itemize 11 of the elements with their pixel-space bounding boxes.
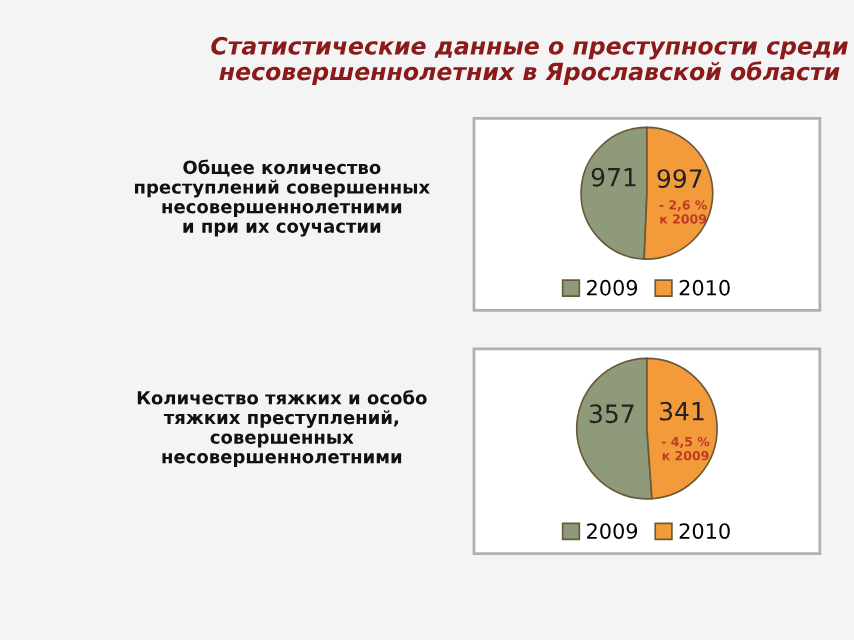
text: Количество тяжких и особо тяжких преступлений, совершенных несовершеннолетними [137, 390, 427, 467]
text: Общее количество преступлений совершенных несовершеннолетними и при их соучастии [135, 159, 430, 237]
legend-label: 2009 [587, 523, 638, 539]
legend-label: 2009 [587, 279, 638, 296]
data-label: 971 [591, 167, 636, 187]
legend-label: 2010 [679, 279, 730, 296]
data-label: 997 [657, 169, 702, 189]
data-label: 357 [589, 404, 634, 424]
chart-title: Статистические данные о преступности среди несовершеннолетних в Ярославской области [211, 36, 848, 85]
data-label: 341 [660, 401, 704, 421]
legend-label: 2010 [679, 523, 730, 539]
